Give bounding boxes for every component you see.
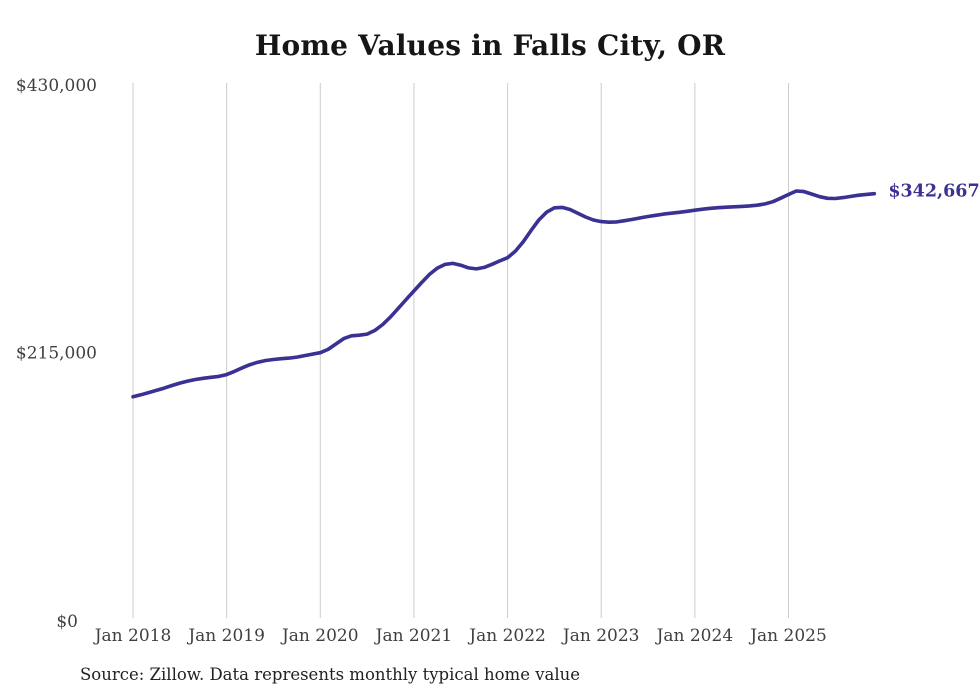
x-tick-label: Jan 2020 xyxy=(280,626,359,646)
x-tick-label: Jan 2024 xyxy=(655,626,734,646)
x-tick-label: Jan 2018 xyxy=(93,626,172,646)
x-tick-label: Jan 2023 xyxy=(561,626,640,646)
y-tick-label: $215,000 xyxy=(16,344,97,364)
x-tick-label: Jan 2022 xyxy=(467,626,546,646)
source-note: Source: Zillow. Data represents monthly … xyxy=(80,665,581,684)
y-tick-label: $430,000 xyxy=(16,76,97,96)
home-value-line xyxy=(131,189,877,399)
end-value-label: $342,667 xyxy=(888,182,979,202)
y-tick-label: $0 xyxy=(56,612,78,632)
x-tick-label: Jan 2019 xyxy=(186,626,265,646)
x-tick-label: Jan 2021 xyxy=(374,626,453,646)
x-tick-label: Jan 2025 xyxy=(748,626,827,646)
chart-title: Home Values in Falls City, OR xyxy=(254,29,726,62)
